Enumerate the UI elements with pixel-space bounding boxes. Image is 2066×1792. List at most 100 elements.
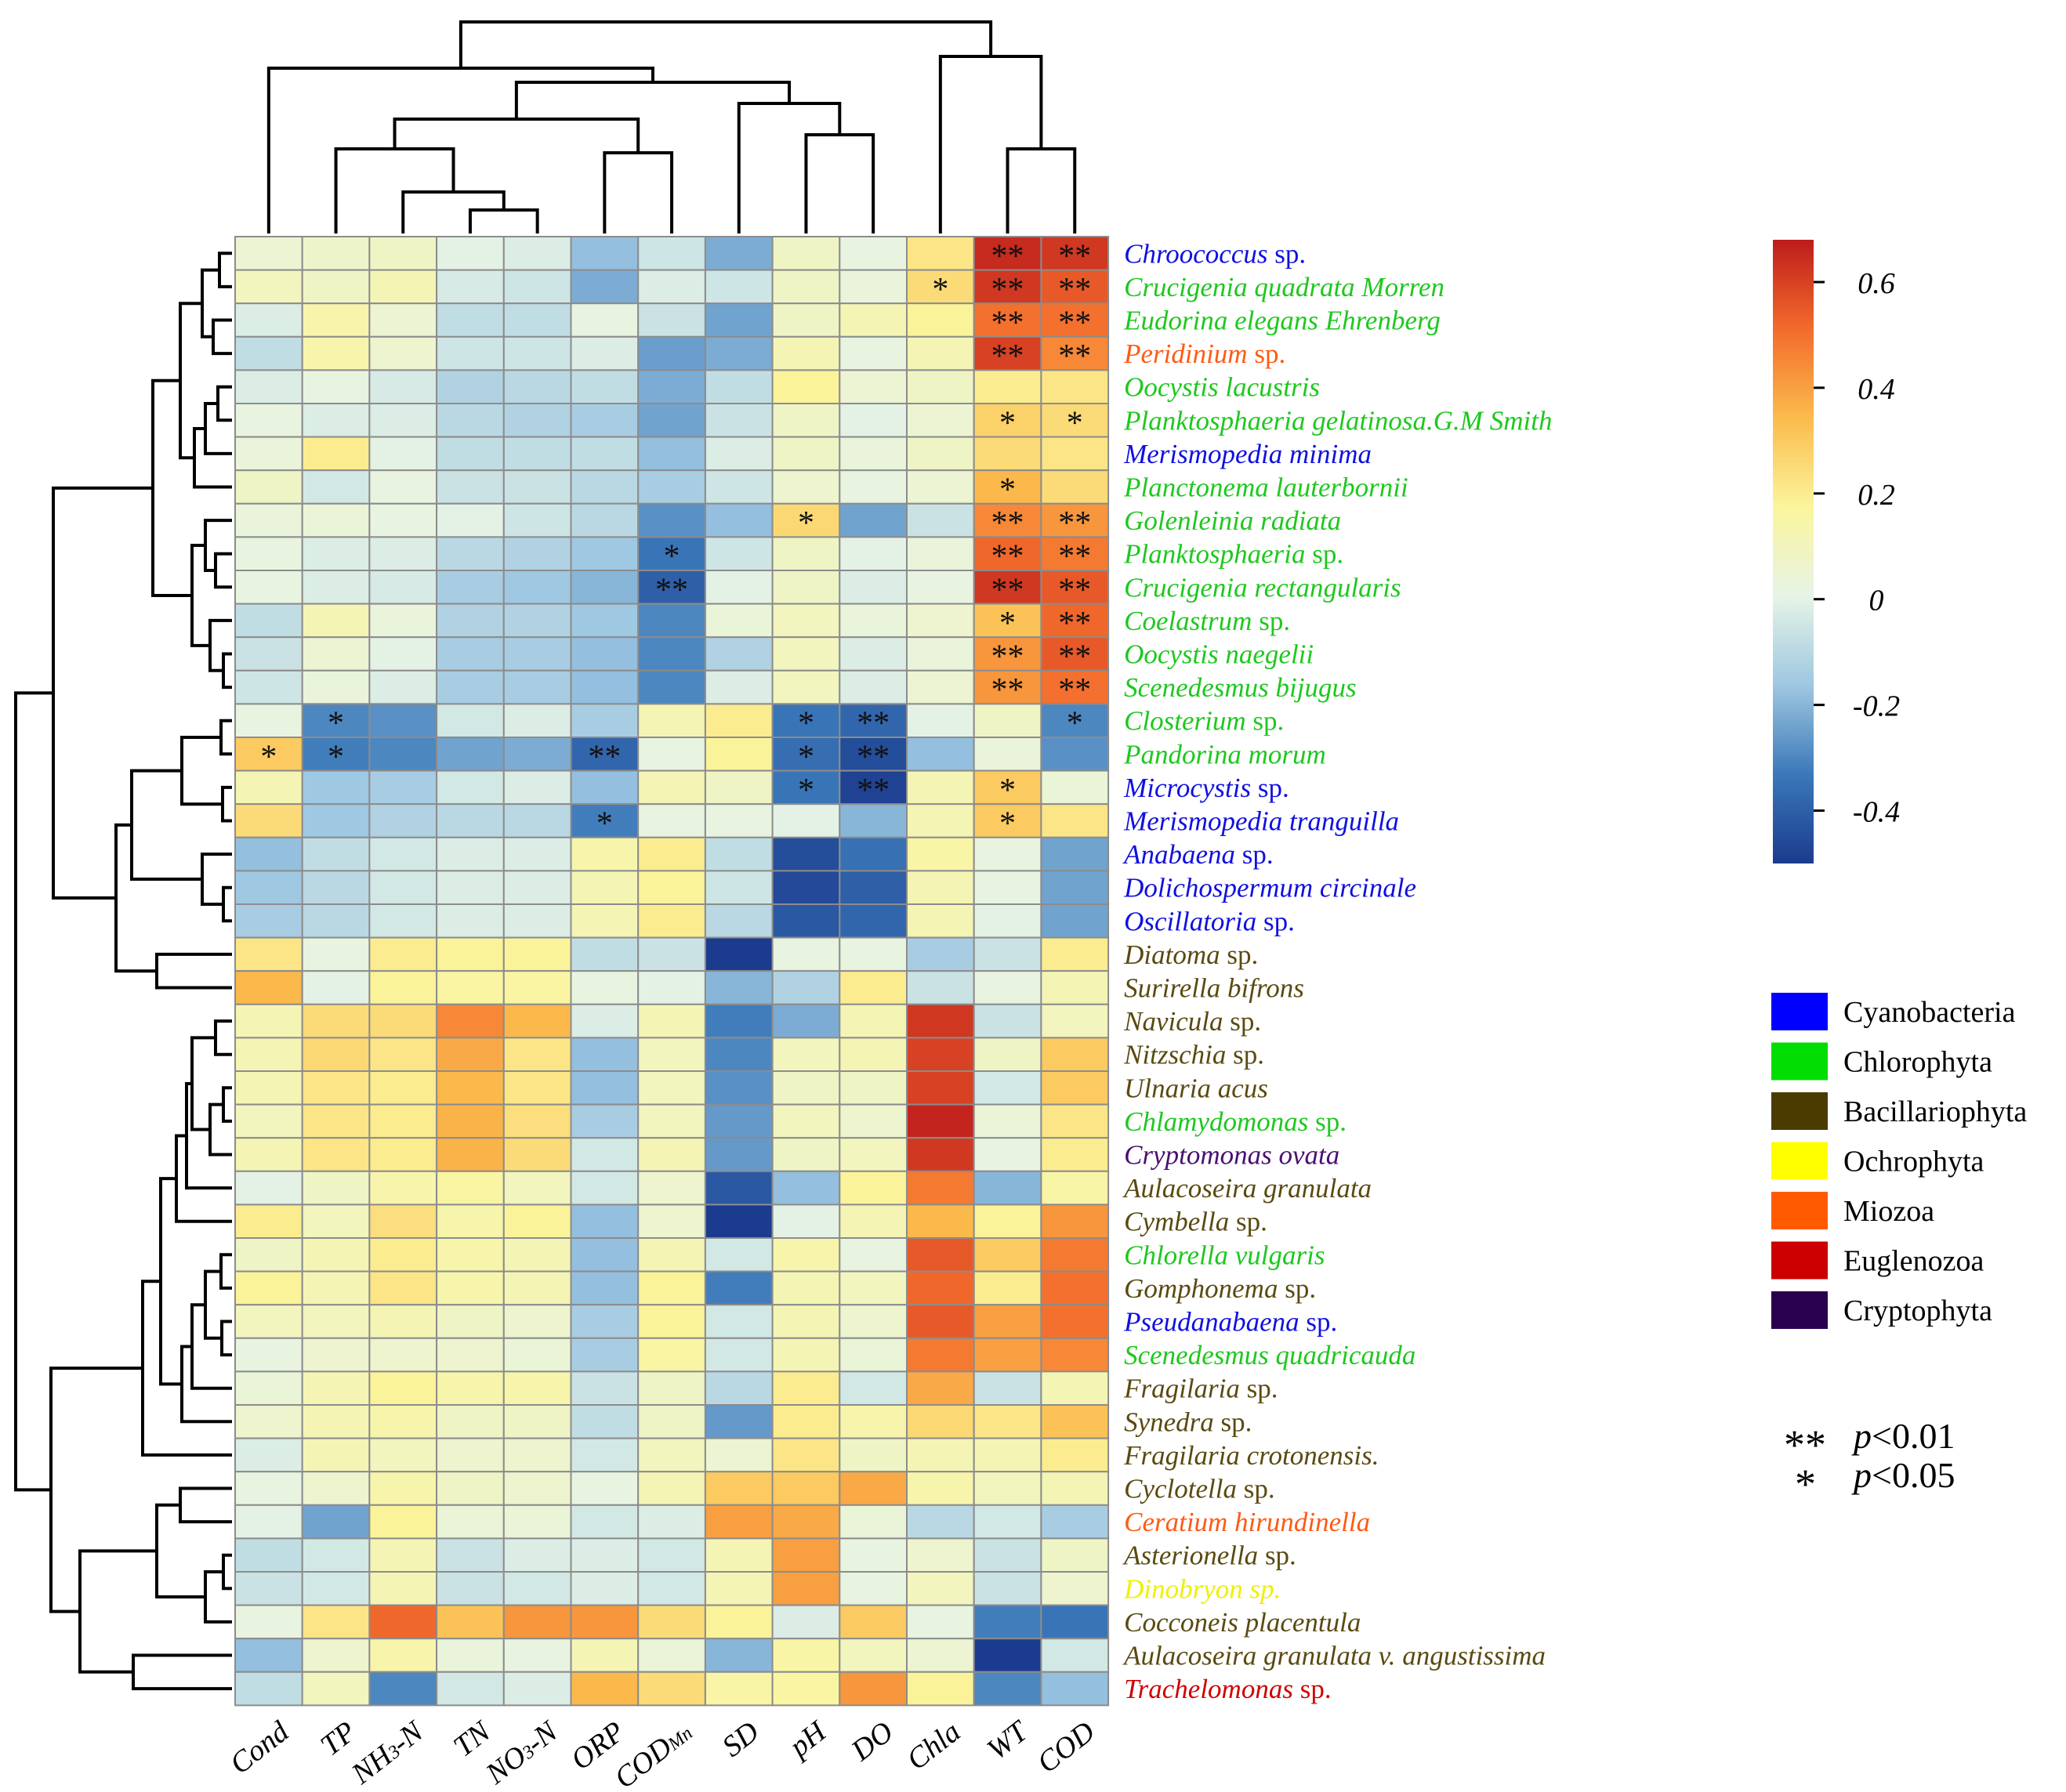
heatmap-cell	[570, 970, 640, 1005]
heatmap-cell	[502, 1337, 572, 1373]
heatmap-cell	[502, 803, 572, 838]
heatmap-cell	[1040, 1437, 1110, 1473]
row-label: Ulnaria acus	[1124, 1073, 1268, 1103]
heatmap-cell	[502, 1137, 572, 1172]
heatmap-cell	[570, 570, 640, 605]
heatmap-cell	[771, 636, 841, 672]
dendrogram-branch	[159, 1177, 182, 1386]
heatmap-cell	[436, 970, 505, 1005]
heatmap-cell	[234, 1471, 303, 1506]
row-label: Scenedesmus quadricauda	[1124, 1340, 1415, 1370]
dendrogram-branch	[52, 486, 153, 900]
heatmap-cell	[637, 769, 706, 805]
heatmap-cell	[906, 536, 975, 572]
heatmap-cell	[301, 636, 371, 672]
heatmap-cell	[368, 469, 438, 505]
heatmap-cell	[234, 1537, 303, 1573]
significance-mark: **	[991, 572, 1024, 608]
heatmap-cell	[839, 970, 908, 1005]
heatmap-cell	[839, 1204, 908, 1240]
heatmap-cell	[839, 636, 908, 672]
heatmap-cell	[704, 1337, 774, 1373]
significance-mark: *	[999, 773, 1016, 809]
heatmap-cell	[906, 1370, 975, 1406]
heatmap-cell	[502, 1604, 572, 1640]
heatmap-cell	[1040, 1204, 1110, 1240]
heatmap-cell	[368, 1638, 438, 1673]
heatmap-cell	[973, 636, 1042, 672]
heatmap-cell	[1040, 903, 1110, 939]
heatmap-cell	[973, 436, 1042, 472]
row-label: Synedra sp.	[1124, 1406, 1252, 1437]
heatmap-cell	[1040, 236, 1110, 271]
heatmap-cell	[1040, 1270, 1110, 1306]
heatmap-cell	[906, 236, 975, 271]
column-label: Cond	[224, 1715, 296, 1781]
heatmap-cell	[502, 1070, 572, 1106]
heatmap-cell	[1040, 1304, 1110, 1339]
heatmap-cell	[368, 1103, 438, 1139]
heatmap-cell	[502, 502, 572, 538]
heatmap-cell	[1040, 570, 1110, 605]
heatmap-cell	[839, 1370, 908, 1406]
dendrogram-branch	[266, 67, 654, 234]
heatmap-cell	[436, 469, 505, 505]
significance-mark: *	[798, 706, 814, 742]
significance-mark: *	[664, 539, 680, 575]
heatmap-cell	[973, 970, 1042, 1005]
row-label: Crucigenia quadrata Morren	[1124, 272, 1444, 302]
heatmap-cell	[637, 302, 706, 338]
heatmap-cell	[771, 669, 841, 705]
heatmap-cell	[771, 1103, 841, 1139]
heatmap-cell	[704, 1471, 774, 1506]
dendrogram-branch	[175, 1134, 232, 1223]
heatmap-cell	[502, 1437, 572, 1473]
significance-mark: *	[260, 739, 277, 775]
heatmap-cells	[234, 236, 1110, 1707]
heatmap-cell	[368, 1304, 438, 1339]
heatmap-cell	[570, 903, 640, 939]
significance-mark: **	[1058, 572, 1091, 608]
heatmap-cell	[368, 1237, 438, 1273]
heatmap-cell	[368, 403, 438, 438]
heatmap-cell	[570, 1204, 640, 1240]
sig-legend-label: p<0.05	[1851, 1455, 1955, 1495]
significance-mark: **	[991, 272, 1024, 308]
heatmap-cell	[771, 369, 841, 404]
heatmap-cell	[502, 1571, 572, 1606]
heatmap-cell	[301, 669, 371, 705]
heatmap-cell	[368, 1337, 438, 1373]
significance-mark: **	[1058, 639, 1091, 675]
heatmap-cell	[570, 1571, 640, 1606]
heatmap-cell	[436, 236, 505, 271]
heatmap-cell	[973, 1404, 1042, 1439]
heatmap-cell	[502, 1204, 572, 1240]
heatmap-cell	[436, 603, 505, 639]
heatmap-cell	[637, 1337, 706, 1373]
heatmap-cell	[570, 803, 640, 838]
significance-mark: **	[991, 238, 1024, 274]
heatmap-cell	[637, 1204, 706, 1240]
column-dendrogram	[266, 20, 1077, 234]
heatmap-cell	[234, 636, 303, 672]
heatmap-cell	[301, 1003, 371, 1039]
significance-mark: *	[596, 806, 613, 842]
row-label: Cocconeis placentula	[1124, 1607, 1361, 1638]
heatmap-cell	[704, 769, 774, 805]
dendrogram-branch	[222, 1086, 232, 1123]
heatmap-cell	[368, 1270, 438, 1306]
heatmap-cell	[771, 970, 841, 1005]
heatmap-cell	[570, 403, 640, 438]
heatmap-cell	[906, 769, 975, 805]
heatmap-cell	[301, 1170, 371, 1206]
heatmap-cell	[704, 302, 774, 338]
heatmap-cell	[906, 1537, 975, 1573]
heatmap-cell	[570, 1437, 640, 1473]
heatmap-cell	[1040, 870, 1110, 906]
heatmap-cell	[368, 903, 438, 939]
dendrogram-branch	[212, 318, 232, 356]
sig-legend-symbol: **	[1784, 1421, 1826, 1468]
heatmap-cell	[906, 603, 975, 639]
heatmap-cell	[637, 1471, 706, 1506]
heatmap-cell	[906, 1638, 975, 1673]
